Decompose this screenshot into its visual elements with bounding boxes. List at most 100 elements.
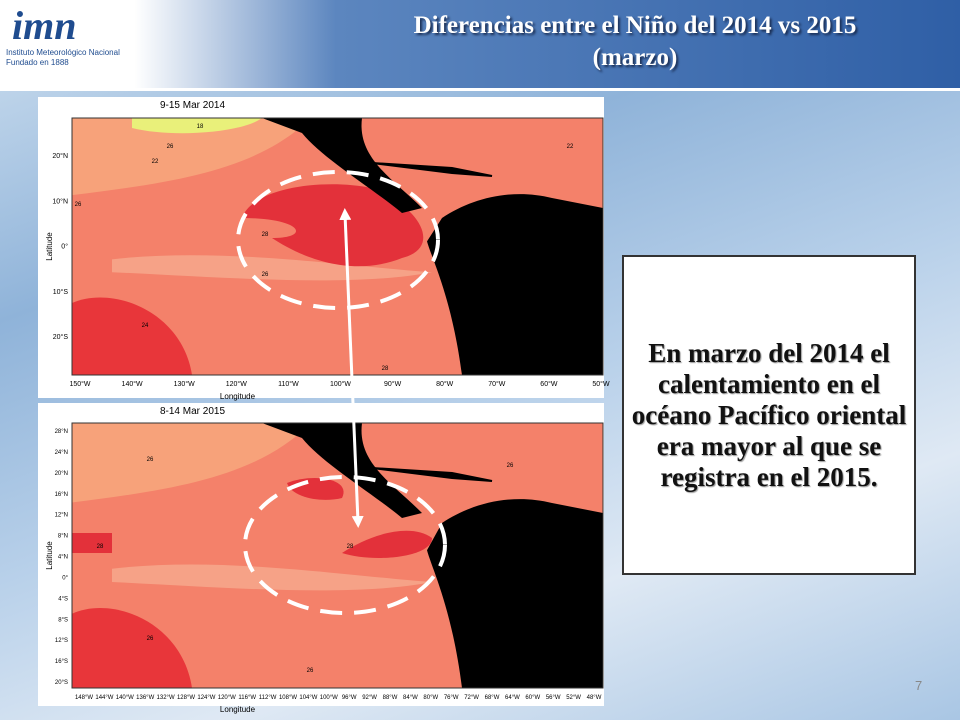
- x-tick-label: 88°W: [383, 695, 398, 701]
- cool-tongue: [112, 564, 432, 591]
- contour-label: 28: [97, 544, 104, 550]
- x-label: Longitude: [220, 705, 256, 714]
- x-tick-label: 128°W: [177, 695, 195, 701]
- x-tick-label: 120°W: [218, 695, 236, 701]
- plot-border: [71, 117, 604, 376]
- contour-label: 26: [167, 144, 174, 150]
- y-tick-label: 10°S: [53, 288, 69, 296]
- y-tick-label: 4°N: [58, 555, 68, 561]
- text: En marzo del 2014 el calentamiento en el…: [631, 337, 907, 492]
- x-tick-label: 116°W: [238, 695, 256, 701]
- y-tick-label: 8°N: [58, 534, 68, 540]
- y-tick-label: 20°N: [52, 152, 68, 160]
- x-tick-label: 56°W: [546, 695, 561, 701]
- header: imn Instituto Meteorológico Nacional Fun…: [0, 0, 960, 91]
- text-box: En marzo del 2014 el calentamiento en el…: [622, 255, 916, 575]
- y-tick-label: 20°N: [55, 471, 68, 477]
- x-tick-label: 136°W: [136, 695, 154, 701]
- x-tick-label: 104°W: [299, 695, 317, 701]
- x-tick-label: 48°W: [587, 695, 602, 701]
- y-tick-label: 20°S: [55, 680, 68, 686]
- warm-west: [72, 533, 112, 553]
- y-label: Latitude: [45, 232, 54, 261]
- map-title: 9-15 Mar 2014: [160, 100, 225, 111]
- warm-sw: [72, 297, 192, 375]
- y-tick-label: 12°N: [55, 513, 68, 519]
- contour-label: 28: [347, 544, 354, 550]
- logo-name: Instituto Meteorológico Nacional: [6, 48, 120, 57]
- x-tick-label: 100°W: [330, 380, 351, 388]
- x-tick-label: 60°W: [540, 380, 558, 388]
- x-tick-label: 60°W: [525, 695, 540, 701]
- contour-label: 26: [147, 457, 154, 463]
- y-tick-label: 0°: [62, 575, 68, 581]
- x-tick-label: 140°W: [116, 695, 134, 701]
- contour-label: 26: [307, 668, 314, 674]
- land-south: [427, 194, 603, 375]
- contour-label: 26: [147, 636, 154, 642]
- contour-label: 26: [75, 202, 82, 208]
- x-tick-label: 100°W: [320, 695, 338, 701]
- logo-founded: Fundado en 1888: [6, 58, 69, 67]
- y-tick-label: 20°S: [53, 333, 69, 341]
- x-tick-label: 144°W: [95, 695, 113, 701]
- plot-border: [71, 422, 604, 689]
- x-tick-label: 110°W: [278, 380, 299, 388]
- arrow: [339, 208, 364, 528]
- y-tick-label: 4°S: [58, 596, 68, 602]
- y-tick-label: 24°N: [55, 450, 68, 456]
- x-tick-label: 80°W: [436, 380, 454, 388]
- x-tick-label: 72°W: [464, 695, 479, 701]
- x-tick-label: 124°W: [197, 695, 215, 701]
- y-tick-label: 16°N: [55, 492, 68, 498]
- contour-label: 24: [142, 323, 149, 329]
- x-tick-label: 148°W: [75, 695, 93, 701]
- cool-top: [132, 118, 262, 134]
- land-north: [262, 118, 422, 213]
- x-tick-label: 68°W: [485, 695, 500, 701]
- y-tick-label: 0°: [61, 243, 68, 251]
- map-title: 8-14 Mar 2015: [160, 406, 225, 417]
- x-tick-label: 92°W: [362, 695, 377, 701]
- cool-band: [72, 118, 311, 196]
- contour-label: 22: [567, 144, 574, 150]
- warm-sw: [72, 608, 192, 688]
- x-label: Longitude: [220, 392, 256, 401]
- cool-band: [72, 423, 311, 503]
- contour-label: 26: [507, 463, 514, 469]
- x-tick-label: 112°W: [259, 695, 277, 701]
- land-south: [427, 499, 603, 688]
- x-tick-label: 64°W: [505, 695, 520, 701]
- y-label: Latitude: [45, 541, 54, 570]
- contour-label: 28: [382, 366, 389, 372]
- y-tick-label: 16°S: [55, 659, 68, 665]
- contour-label: 28: [262, 232, 269, 238]
- logo: imn: [12, 3, 77, 48]
- x-tick-label: 140°W: [122, 380, 143, 388]
- x-tick-label: 52°W: [566, 695, 581, 701]
- x-tick-label: 108°W: [279, 695, 297, 701]
- x-tick-label: 70°W: [488, 380, 506, 388]
- title: Diferencias entre el Niño del 2014 vs 20…: [413, 12, 857, 39]
- warm-core: [242, 184, 424, 267]
- subtitle: (marzo): [592, 44, 678, 71]
- y-tick-label: 8°S: [58, 617, 68, 623]
- x-tick-label: 132°W: [157, 695, 175, 701]
- map-2014: 9-15 Mar 2014 Longitude Latitude 150°W 140°W…: [38, 97, 610, 401]
- highlight-ellipse: [236, 170, 440, 310]
- warm-core: [342, 530, 432, 558]
- x-tick-label: 80°W: [423, 695, 438, 701]
- x-tick-label: 150°W: [69, 380, 90, 388]
- y-tick-label: 12°S: [55, 638, 68, 644]
- contour-label: 18: [197, 124, 204, 130]
- x-tick-label: 90°W: [384, 380, 402, 388]
- islands: [371, 162, 493, 177]
- islands: [371, 467, 493, 482]
- page-number: 7: [915, 678, 923, 693]
- x-tick-label: 76°W: [444, 695, 459, 701]
- y-tick-label: 10°N: [52, 197, 68, 205]
- x-tick-label: 120°W: [226, 380, 247, 388]
- contour-label: 26: [262, 272, 269, 278]
